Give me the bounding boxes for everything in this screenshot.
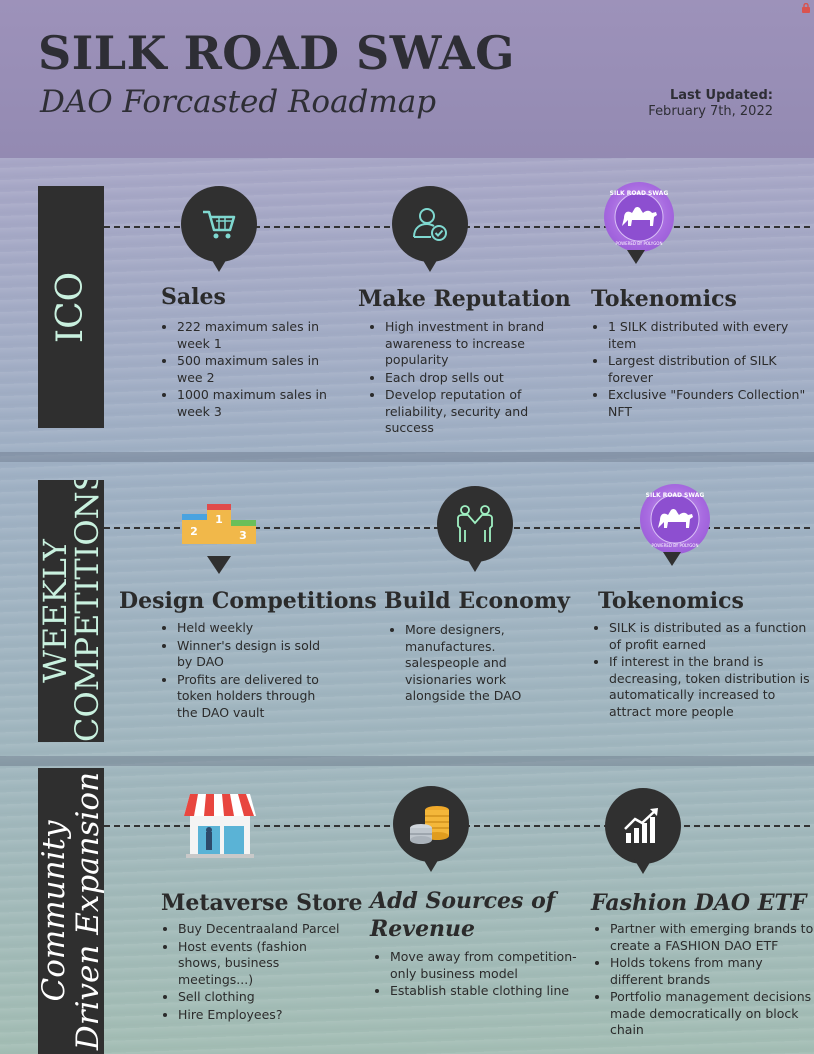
list-item: 1000 maximum sales in week 3 — [177, 387, 347, 420]
podium-third-label: 3 — [239, 529, 247, 542]
list-item: Held weekly — [177, 620, 337, 637]
card-title-line-1: Add Sources of — [370, 888, 556, 914]
logo-ring-bottom-text: POWERED BY POLYGON — [616, 241, 663, 246]
list-item: Partner with emerging brands to create a… — [610, 921, 814, 954]
list-item: 500 maximum sales in wee 2 — [177, 353, 347, 386]
map-pin — [437, 486, 513, 582]
list-item: Winner's design is sold by DAO — [177, 638, 337, 671]
map-pin — [605, 788, 681, 884]
list-item: Sell clothing — [178, 989, 348, 1006]
list-item: Develop reputation of reliability, secur… — [385, 387, 565, 437]
growth-chart-icon — [624, 808, 658, 843]
list-item: SILK is distributed as a function of pro… — [609, 620, 814, 653]
podium-graphic: 1 2 3 — [180, 500, 258, 580]
list-item: High investment in brand awareness to in… — [385, 319, 565, 369]
header-banner: SILK ROAD SWAG DAO Forcasted Roadmap Las… — [0, 0, 814, 158]
card-title-tokenomics: Tokenomics — [591, 286, 737, 312]
list-item: Establish stable clothing line — [390, 983, 590, 1000]
logo-ring-bottom-text: POWERED BY POLYGON — [652, 543, 699, 548]
list-item: 222 maximum sales in week 1 — [177, 319, 347, 352]
list-item: If interest in the brand is decreasing, … — [609, 654, 814, 720]
bullet-list-make-reputation: High investment in brand awareness to in… — [365, 319, 565, 438]
silk-road-swag-logo: SILK ROAD SWAG POWERED BY POLYGON — [636, 480, 712, 576]
bullet-list-build-economy: More designers, manufactures. salespeopl… — [385, 622, 565, 706]
map-pin — [181, 186, 257, 282]
card-title-metaverse-store: Metaverse Store — [161, 890, 363, 916]
bullet-list-tokenomics: 1 SILK distributed with every item Large… — [588, 319, 808, 421]
card-title-fashion-dao-etf: Fashion DAO ETF — [591, 890, 807, 916]
handshake-people-icon — [457, 505, 493, 542]
last-updated-label: Last Updated: — [669, 88, 773, 103]
coin-stack-icon — [410, 806, 449, 844]
list-item: Profits are delivered to token holders t… — [177, 672, 337, 722]
bullet-list-add-sources-of-revenue: Move away from competition-only business… — [370, 949, 590, 1001]
podium-first-label: 1 — [215, 513, 223, 526]
map-pin — [392, 186, 468, 282]
map-pin — [393, 786, 469, 882]
section-label-text: WEEKLY COMPETITIONS — [38, 480, 104, 742]
bullet-list-sales: 222 maximum sales in week 1 500 maximum … — [157, 319, 347, 421]
bullet-list-design-competitions: Held weekly Winner's design is sold by D… — [157, 620, 337, 722]
card-title-tokenomics-2: Tokenomics — [598, 588, 744, 614]
section-label-ico: ICO — [38, 186, 104, 428]
silk-road-swag-logo-icon: SILK ROAD SWAG POWERED BY POLYGON — [646, 492, 705, 548]
card-title-add-sources-of-revenue: Add Sources of Revenue — [370, 887, 555, 943]
silk-road-swag-logo: SILK ROAD SWAG POWERED BY POLYGON — [600, 178, 676, 274]
section-label-community-driven-expansion: Community Driven Expansion — [38, 768, 104, 1054]
podium-icon: 1 2 3 — [182, 504, 256, 544]
page-title: SILK ROAD SWAG — [38, 26, 515, 80]
logo-ring-top-text: SILK ROAD SWAG — [646, 492, 705, 499]
list-item: Largest distribution of SILK forever — [608, 353, 808, 386]
silk-road-swag-logo-icon: SILK ROAD SWAG POWERED BY POLYGON — [610, 190, 669, 246]
section-label-line-1: Community — [38, 820, 72, 1002]
card-title-design-competitions: Design Competitions — [119, 588, 377, 614]
list-item: 1 SILK distributed with every item — [608, 319, 808, 352]
list-item: Buy Decentraaland Parcel — [178, 921, 348, 938]
page-subtitle: DAO Forcasted Roadmap — [40, 84, 437, 120]
podium-second-label: 2 — [190, 525, 198, 538]
section-label-text: ICO — [50, 271, 92, 343]
card-title-make-reputation: Make Reputation — [358, 286, 571, 312]
section-divider — [0, 756, 814, 766]
shopping-cart-icon — [203, 210, 236, 239]
bullet-list-metaverse-store: Buy Decentraaland Parcel Host events (fa… — [158, 921, 348, 1024]
storefront-graphic — [182, 790, 258, 862]
card-title-sales: Sales — [161, 284, 226, 310]
list-item: Host events (fashion shows, business mee… — [178, 939, 348, 989]
section-label-weekly-competitions: WEEKLY COMPETITIONS — [38, 480, 104, 742]
list-item: Portfolio management decisions made demo… — [610, 989, 814, 1039]
list-item: Exclusive "Founders Collection" NFT — [608, 387, 808, 420]
list-item: Move away from competition-only business… — [390, 949, 590, 982]
storefront-icon — [184, 794, 256, 858]
list-item: Holds tokens from many different brands — [610, 955, 814, 988]
list-item: More designers, manufactures. salespeopl… — [405, 622, 565, 705]
logo-ring-top-text: SILK ROAD SWAG — [610, 190, 669, 197]
lock-icon — [802, 3, 810, 13]
list-item: Hire Employees? — [178, 1007, 348, 1024]
user-check-icon — [413, 208, 447, 241]
section-label-line-2: Driven Expansion — [70, 771, 104, 1051]
section-divider — [0, 452, 814, 462]
card-title-line-2: Revenue — [370, 916, 476, 942]
bullet-list-fashion-dao-etf: Partner with emerging brands to create a… — [590, 921, 814, 1040]
last-updated-date: February 7th, 2022 — [648, 104, 773, 119]
list-item: Each drop sells out — [385, 370, 565, 387]
card-title-build-economy: Build Economy — [384, 588, 570, 614]
bullet-list-tokenomics-2: SILK is distributed as a function of pro… — [589, 620, 814, 721]
